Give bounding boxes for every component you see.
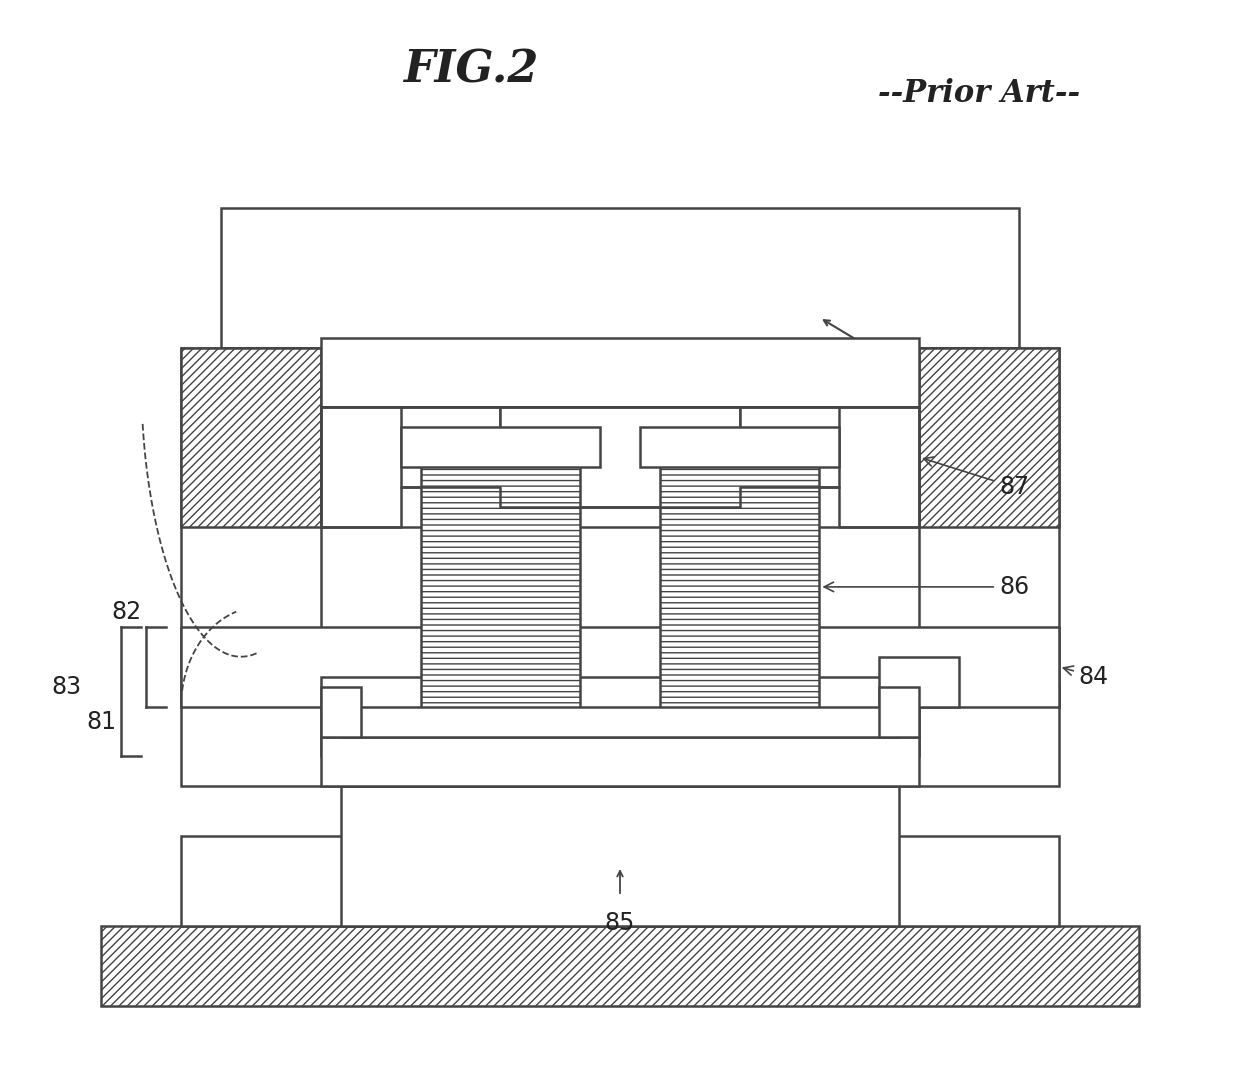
Bar — [919, 348, 1059, 527]
Bar — [660, 458, 820, 716]
Bar — [740, 408, 839, 487]
Text: --Prior Art--: --Prior Art-- — [878, 78, 1080, 109]
Text: 87: 87 — [924, 457, 1029, 499]
Bar — [321, 687, 361, 737]
Bar — [401, 408, 500, 487]
Bar — [919, 348, 1059, 707]
Text: 81: 81 — [87, 710, 117, 734]
Bar — [181, 348, 321, 527]
Text: 80: 80 — [879, 352, 909, 376]
Text: 85: 85 — [605, 911, 635, 935]
Bar — [401, 427, 600, 467]
Bar — [181, 348, 321, 707]
Text: 82: 82 — [112, 600, 141, 624]
Bar — [181, 627, 1059, 707]
Text: FIG.2: FIG.2 — [403, 48, 538, 91]
Bar — [879, 687, 919, 737]
Bar — [321, 408, 919, 527]
Bar — [341, 707, 899, 737]
Bar — [420, 458, 580, 716]
Bar — [102, 926, 1138, 1005]
Text: 86: 86 — [825, 575, 1029, 599]
Bar — [321, 338, 919, 408]
Bar — [879, 657, 959, 707]
Bar — [321, 737, 919, 786]
Bar — [640, 427, 839, 467]
Text: 83: 83 — [51, 675, 82, 699]
Text: 84: 84 — [1064, 664, 1109, 689]
Bar — [500, 408, 740, 508]
Bar — [341, 786, 899, 926]
Bar — [181, 687, 1059, 786]
Bar — [321, 677, 919, 757]
Bar — [181, 836, 1059, 926]
Bar — [221, 208, 1019, 348]
